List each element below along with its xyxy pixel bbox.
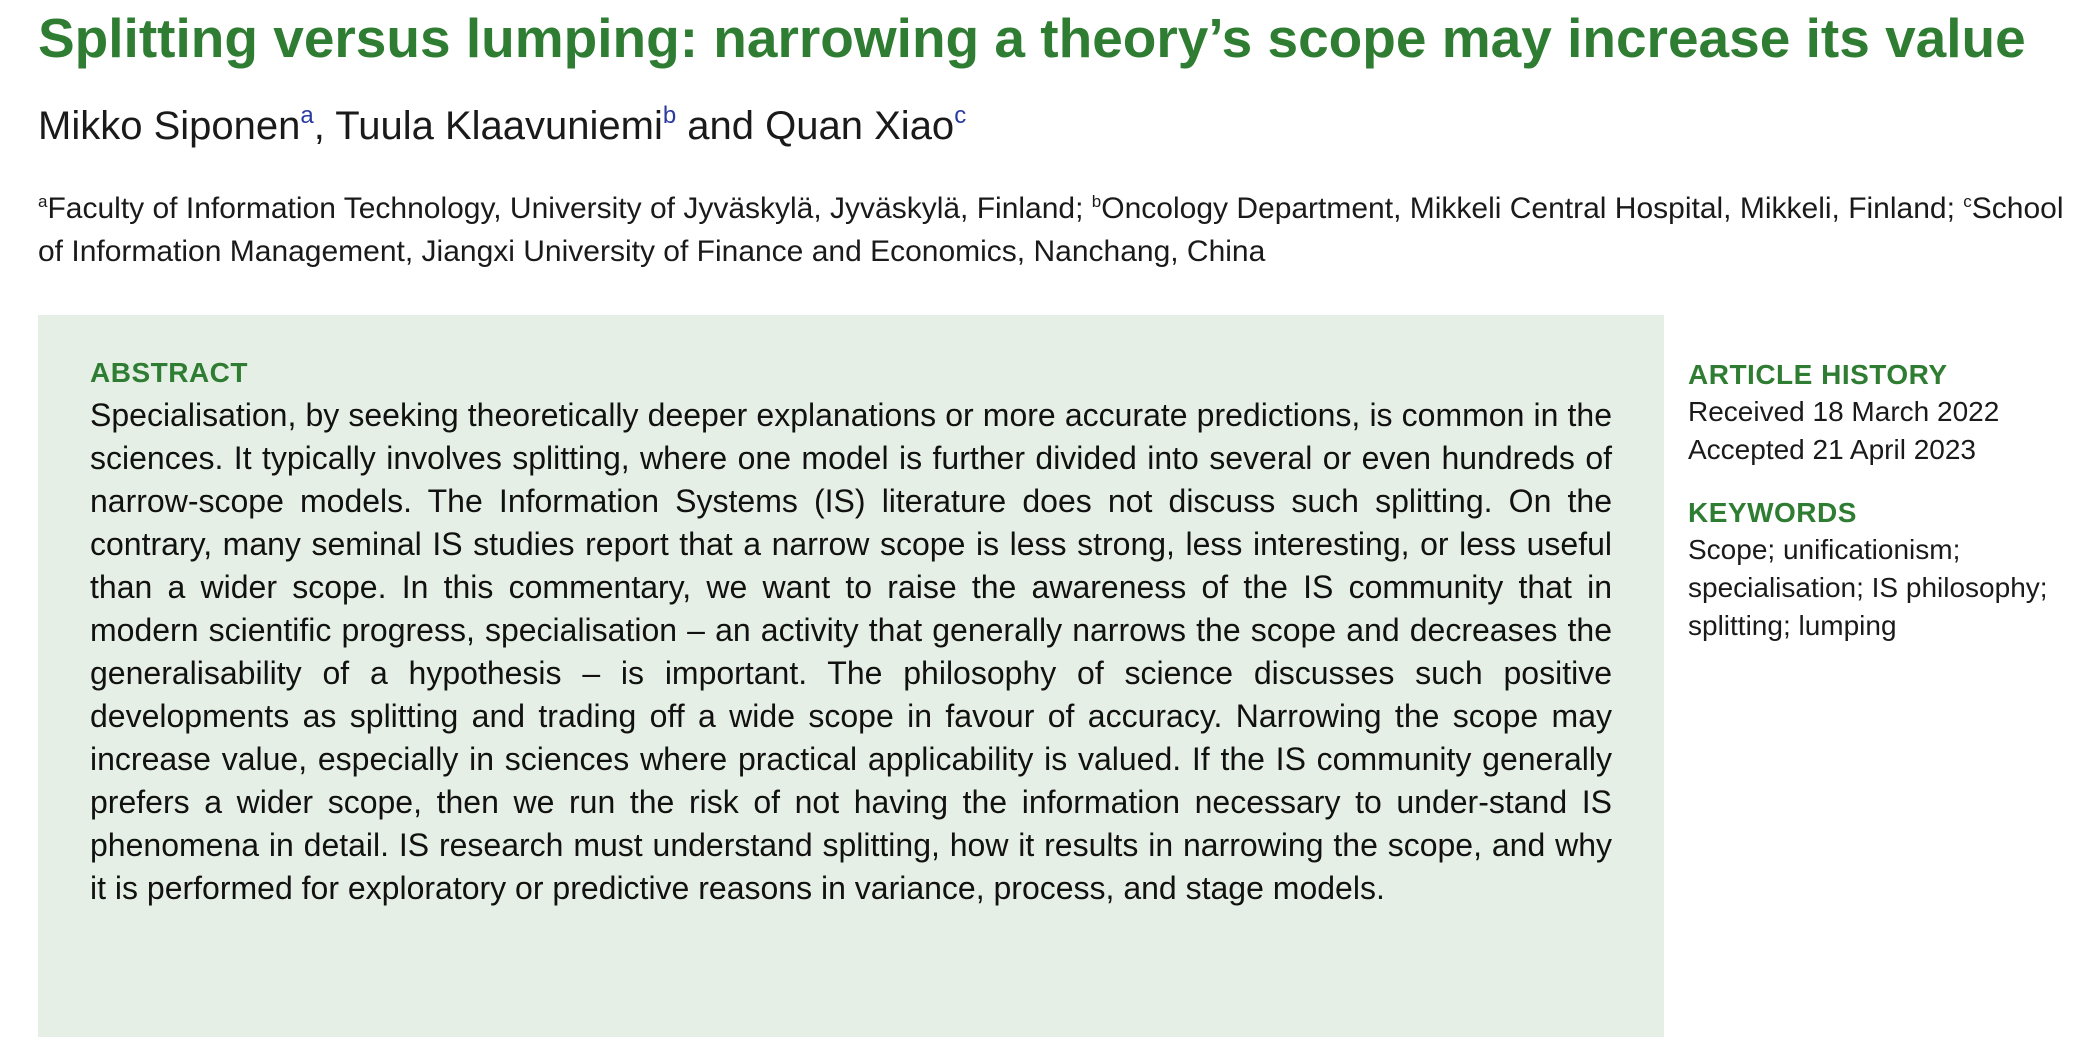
- author-name: Mikko Siponen: [38, 104, 301, 148]
- article-history-heading: ARTICLE HISTORY: [1688, 359, 1948, 390]
- author-separator: and: [676, 104, 766, 148]
- author-name: Quan Xiao: [765, 104, 955, 148]
- affiliation-mark: c: [1963, 192, 1972, 211]
- keywords-heading: KEYWORDS: [1688, 497, 1857, 528]
- received-date: Received 18 March 2022: [1688, 396, 2000, 427]
- affiliation-text: Oncology Department, Mikkeli Central Hos…: [1101, 192, 1964, 225]
- keywords-section: KEYWORDS Scope; unificationism; speciali…: [1688, 495, 2088, 645]
- author-affiliation-mark: c: [954, 102, 967, 129]
- author-list: Mikko Siponena, Tuula Klaavuniemib and Q…: [38, 100, 966, 152]
- article-sidebar: ARTICLE HISTORY Received 18 March 2022 A…: [1688, 357, 2088, 645]
- affiliation-text: Faculty of Information Technology, Unive…: [47, 192, 1092, 225]
- author-separator: ,: [313, 104, 336, 148]
- paper-title: Splitting versus lumping: narrowing a th…: [38, 7, 2026, 69]
- affiliation-mark: a: [38, 192, 48, 211]
- author-affiliation-mark: b: [662, 102, 677, 129]
- abstract-box: ABSTRACT Specialisation, by seeking theo…: [38, 315, 1664, 1037]
- author-affiliation-mark: a: [300, 102, 314, 129]
- keywords-text: Scope; unificationism; specialisation; I…: [1688, 534, 2048, 641]
- abstract-text: Specialisation, by seeking theoretically…: [90, 397, 1612, 906]
- affiliations: aFaculty of Information Technology, Univ…: [38, 187, 2078, 273]
- abstract-heading: ABSTRACT: [90, 357, 248, 388]
- affiliation-mark: b: [1091, 192, 1102, 211]
- author-name: Tuula Klaavuniemi: [335, 104, 663, 148]
- affiliation-text: School of Information Management, Jiangx…: [38, 192, 2064, 268]
- accepted-date: Accepted 21 April 2023: [1688, 434, 1976, 465]
